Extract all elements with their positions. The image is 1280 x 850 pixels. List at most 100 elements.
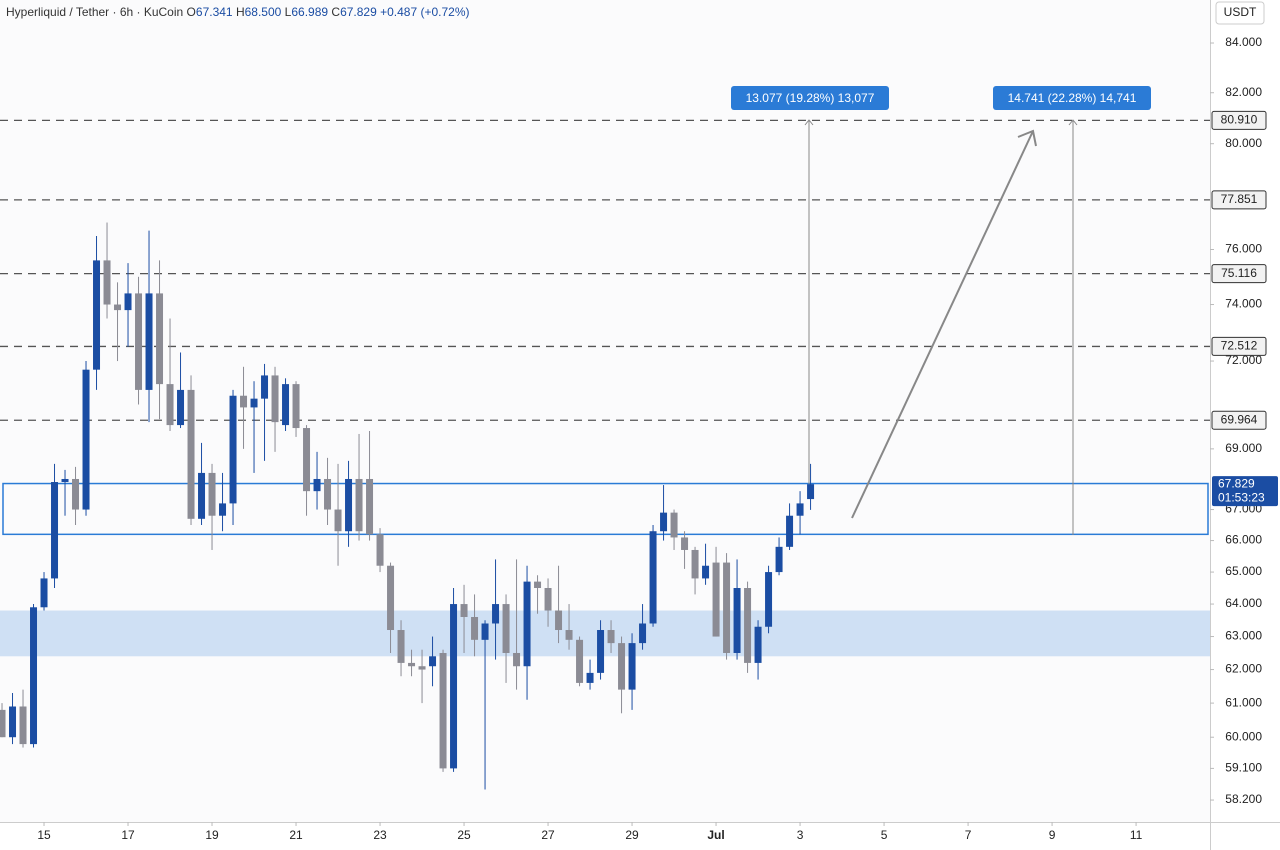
zone	[0, 610, 1210, 657]
x-tick-label: 23	[373, 828, 387, 842]
trend-arrow	[851, 130, 1034, 519]
candle-body	[628, 643, 636, 690]
measure-label: 14.741 (22.28%) 14,741	[1008, 91, 1137, 105]
candle-body	[387, 565, 395, 631]
y-tick-label: 65.000	[1225, 564, 1262, 578]
x-tick-label: Jul	[707, 828, 724, 842]
candle-body	[460, 604, 468, 617]
x-tick-label: 27	[541, 828, 555, 842]
measure-label-bg	[993, 86, 1151, 110]
y-tick-label: 74.000	[1225, 297, 1262, 311]
candle-body	[271, 375, 279, 423]
candle-body	[439, 652, 447, 769]
candle-body	[103, 260, 111, 305]
measure-arrowhead	[804, 119, 814, 126]
candle-body	[565, 630, 573, 640]
y-tick-label: 64.000	[1225, 596, 1262, 610]
measure-arrowhead	[1068, 119, 1078, 126]
candle-body	[355, 478, 363, 532]
candle-body	[702, 565, 710, 579]
countdown: 01:53:23	[1218, 490, 1265, 504]
candle-body	[513, 652, 521, 667]
candle-body	[607, 630, 615, 644]
candle-body	[723, 562, 731, 653]
candle-body	[597, 630, 605, 673]
candle-body	[198, 472, 206, 519]
y-tick-label: 61.000	[1225, 695, 1262, 709]
candle-body	[145, 293, 153, 390]
candle-body	[429, 656, 437, 667]
candle-body	[660, 512, 668, 532]
level-label: 80.910	[1221, 113, 1258, 127]
candle-body	[187, 389, 195, 519]
candle-body	[397, 630, 405, 663]
ohlc: O67.341 H68.500 L66.989 C67.829	[187, 5, 381, 19]
candle-body	[670, 512, 678, 538]
candle-body	[712, 562, 720, 637]
candle-body	[502, 604, 510, 653]
x-tick-label: 21	[289, 828, 303, 842]
candle-body	[313, 478, 321, 492]
level-label: 75.116	[1221, 266, 1257, 280]
y-tick-label: 66.000	[1225, 533, 1262, 547]
candle-body	[93, 260, 101, 370]
level-label-bg	[1211, 110, 1267, 130]
candle-body	[555, 610, 563, 631]
x-tick-label: 11	[1130, 828, 1143, 842]
ohlc-value: 67.341	[195, 5, 233, 19]
level-label-bg	[1211, 336, 1267, 356]
candle-body	[544, 588, 552, 611]
y-tick-label: 62.000	[1225, 662, 1262, 676]
candle-body	[345, 478, 353, 532]
y-tick-label: 60.000	[1225, 729, 1262, 743]
candle-body	[649, 531, 657, 624]
candle-body	[114, 304, 122, 311]
ohlc-key: C	[331, 5, 341, 19]
x-tick-label: 19	[205, 828, 219, 842]
candle-body	[0, 709, 6, 738]
candle-body	[240, 395, 248, 408]
candle-body	[765, 572, 773, 627]
candle-body	[408, 662, 416, 667]
candle-body	[250, 398, 258, 408]
y-tick-label: 58.200	[1225, 792, 1262, 806]
x-tick-label: 9	[1049, 828, 1056, 842]
candle-body	[40, 578, 48, 608]
y-tick-label: 76.000	[1225, 242, 1262, 256]
candle-body	[576, 639, 584, 683]
candle-body	[177, 389, 185, 426]
candle-body	[775, 546, 783, 573]
candle-body	[30, 607, 38, 745]
x-tick-label: 7	[965, 828, 972, 842]
y-tick-label: 59.100	[1225, 761, 1262, 775]
ohlc-value: 68.500	[244, 5, 282, 19]
y-tick-label: 80.000	[1225, 136, 1262, 150]
ohlc-value: 67.829	[340, 5, 377, 19]
x-tick-label: 3	[797, 828, 804, 842]
candle-body	[534, 581, 542, 589]
candle-body	[334, 509, 342, 532]
level-label: 77.851	[1221, 192, 1258, 206]
candle-body	[61, 478, 69, 483]
symbol: Hyperliquid / Tether · 6h · KuCoin	[6, 5, 184, 19]
measure-label-bg	[731, 86, 889, 110]
x-tick-label: 15	[37, 828, 51, 842]
change: +0.487 (+0.72%)	[380, 5, 470, 19]
level-label: 69.964	[1221, 412, 1258, 426]
candle-body	[208, 472, 216, 516]
y-tick-label: 84.000	[1225, 35, 1262, 49]
candle-body	[471, 616, 479, 640]
candle-body	[796, 503, 804, 516]
y-tick-label: 63.000	[1225, 629, 1262, 643]
candle-body	[292, 384, 300, 429]
candle-body	[303, 428, 311, 492]
last-price-label: 67.829	[1218, 476, 1255, 490]
candle-body	[744, 588, 752, 663]
ohlc-value: 66.989	[291, 5, 329, 19]
candle-body	[523, 581, 531, 667]
candle-body	[366, 478, 374, 535]
trend-arrowhead	[1017, 129, 1037, 147]
candle-body	[754, 626, 762, 663]
